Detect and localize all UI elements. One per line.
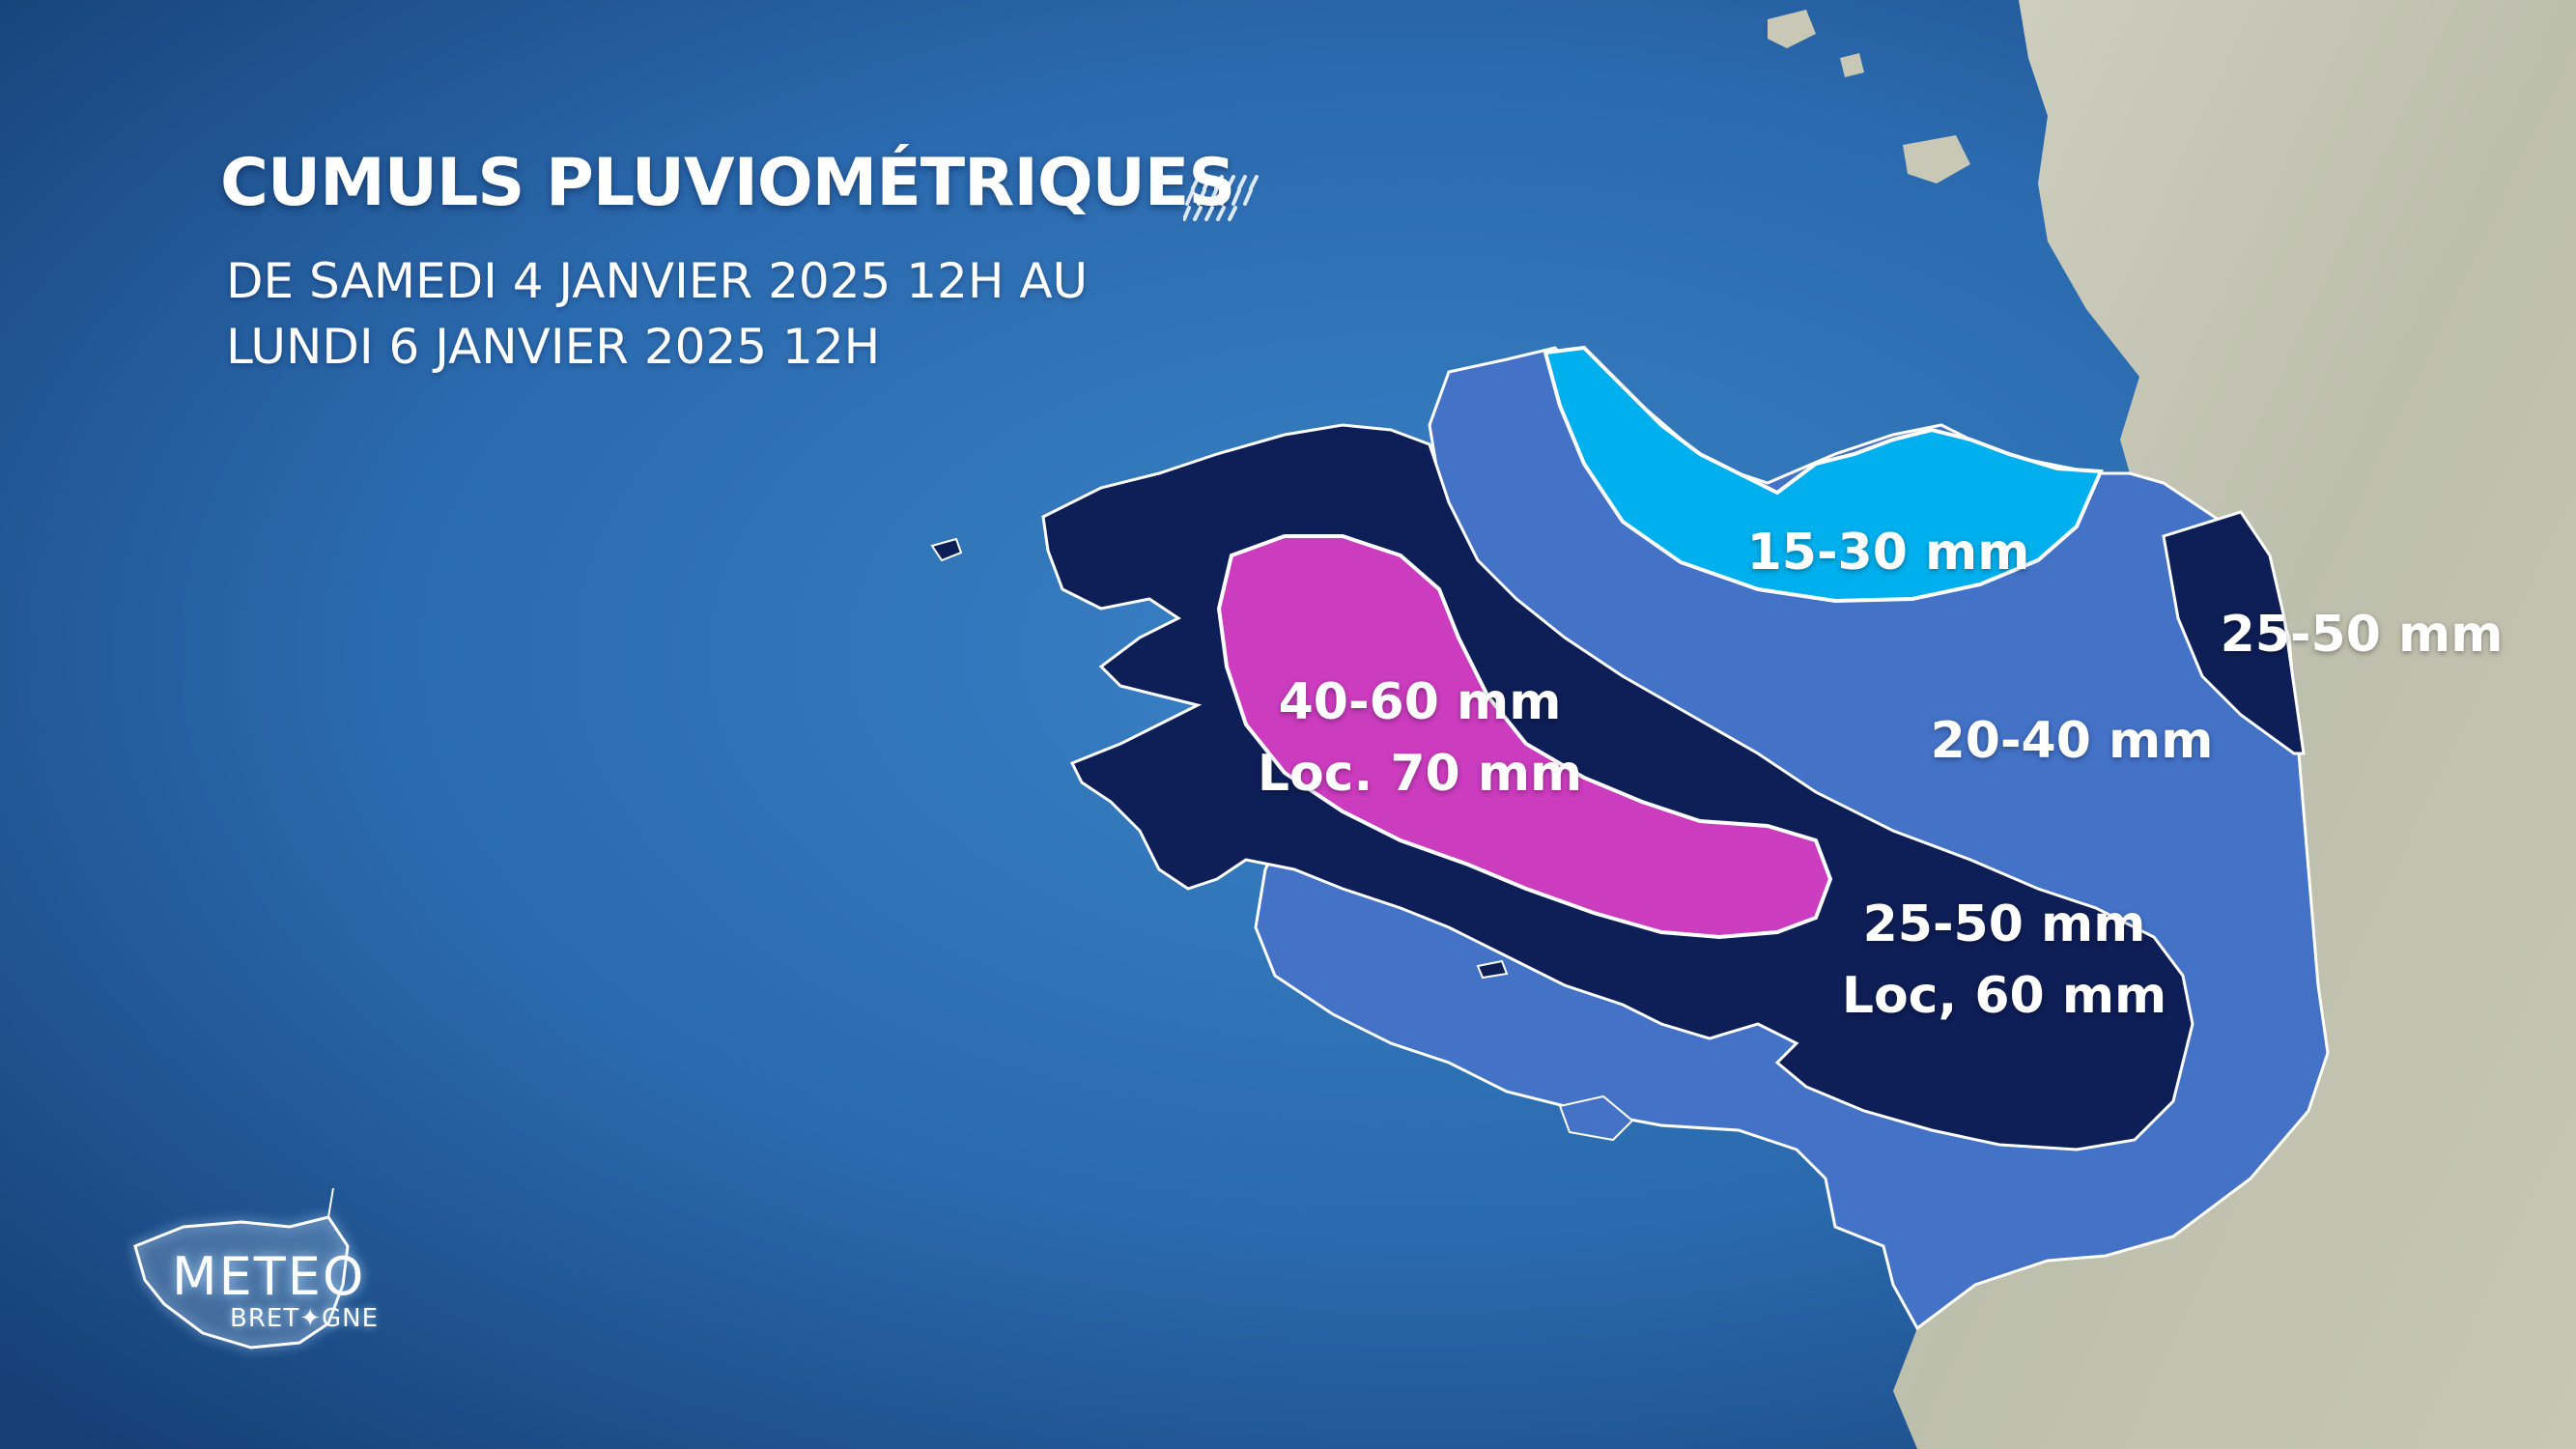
land-mainland	[1893, 0, 2576, 1449]
island-ouessant	[930, 537, 963, 562]
zone-label-line1: 15-30 mm	[1746, 524, 2030, 582]
zone-15-30	[1543, 345, 2104, 604]
zone-label-east-strip: 25-50 mm	[2221, 599, 2504, 670]
island-jersey	[1903, 135, 1970, 184]
island-guernsey	[1768, 10, 1816, 48]
island-groix	[1476, 959, 1509, 980]
zone-label-north-coast: 15-30 mm	[1747, 517, 2030, 588]
zone-label-line2: Loc, 60 mm	[1841, 967, 2167, 1025]
zone-label-west-core: 40-60 mm Loc. 70 mm	[1258, 667, 1582, 810]
zone-label-south-band: 25-50 mm Loc, 60 mm	[1842, 889, 2166, 1032]
zone-label-line2: Loc. 70 mm	[1257, 745, 1583, 803]
meteo-bretagne-logo: METEO BRET✦GNE	[126, 1188, 396, 1381]
island-belle-ile	[1558, 1094, 1634, 1142]
logo-text-main: METEO	[172, 1246, 366, 1307]
zone-label-center-east: 20-40 mm	[1931, 705, 2214, 777]
zone-label-line1: 25-50 mm	[2220, 606, 2504, 664]
period-line-1: DE SAMEDI 4 JANVIER 2025 12H AU	[226, 253, 1089, 309]
zone-east-strip	[2162, 510, 2306, 755]
map-title: CUMULS PLUVIOMÉTRIQUES	[220, 145, 1235, 221]
zone-40-60	[1216, 534, 1833, 940]
zone-label-line1: 25-50 mm	[1862, 895, 2146, 953]
zone-label-line1: 40-60 mm	[1278, 673, 1562, 731]
logo-text-sub: BRET✦GNE	[230, 1304, 380, 1333]
island-sark	[1840, 53, 1864, 77]
brittany-outline-icon	[133, 1188, 350, 1350]
zone-label-line1: 20-40 mm	[1930, 712, 2214, 770]
period-line-2: LUNDI 6 JANVIER 2025 12H	[226, 319, 881, 375]
rain-icon	[1183, 175, 1259, 221]
